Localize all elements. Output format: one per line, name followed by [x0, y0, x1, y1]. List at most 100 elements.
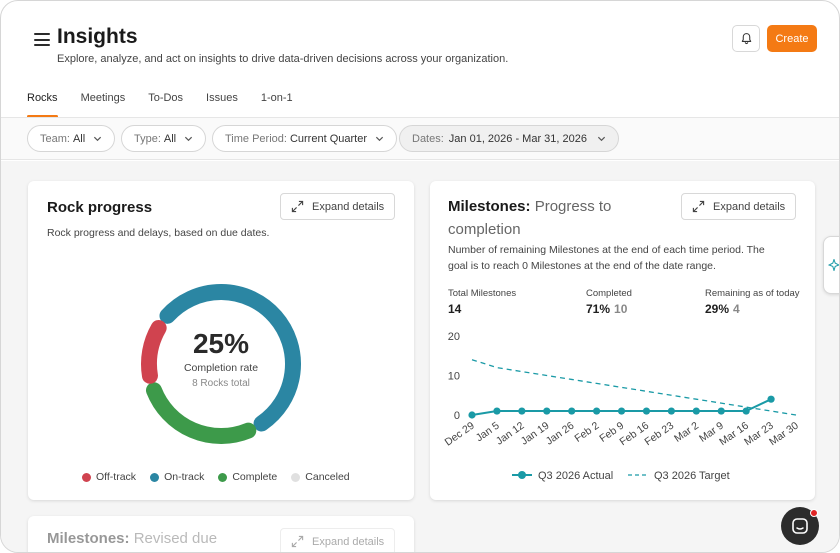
x-tick-label: Feb 2 [572, 420, 601, 445]
dates-filter-value: Jan 01, 2026 - Mar 31, 2026 [448, 132, 588, 145]
legend-dot [82, 472, 91, 482]
time-period-filter-label: Time Period: [225, 132, 287, 145]
chevron-down-icon [375, 136, 384, 142]
tab-one-on-one[interactable]: 1-on-1 [260, 92, 293, 104]
remaining-pct: 29% [705, 302, 730, 316]
remaining-value: 29% 4 [705, 302, 740, 316]
rock-card-description: Rock progress and delays, based on due d… [47, 227, 270, 239]
chevron-down-icon [94, 136, 102, 142]
legend-dot [218, 472, 228, 482]
milestones-card-description-1: Number of remaining Milestones at the en… [448, 244, 765, 256]
filter-bar: Team: All Type: All Time Period: Current… [1, 118, 839, 160]
tab-issues[interactable]: Issues [206, 92, 238, 104]
sparkle-icon [828, 259, 839, 271]
page-subtitle: Explore, analyze, and act on insights to… [57, 53, 509, 65]
legend-label: On-track [164, 471, 205, 483]
completed-label: Completed [586, 288, 632, 299]
actual-data-point[interactable] [568, 407, 576, 415]
legend-item-canceled: Canceled [291, 471, 350, 483]
expand-icon [692, 200, 705, 213]
rock-progress-card: Rock progress Rock progress and delays, … [28, 181, 414, 500]
remaining-label: Remaining as of today [705, 288, 800, 299]
actual-data-point[interactable] [493, 407, 501, 415]
actual-data-point[interactable] [667, 407, 675, 415]
legend-target-label: Q3 2026 Target [654, 470, 730, 482]
x-tick-label: Dec 29 [443, 420, 477, 449]
legend-dot [150, 472, 160, 482]
legend-label: Complete [232, 471, 278, 483]
tab-meetings[interactable]: Meetings [80, 92, 126, 104]
hamburger-icon[interactable] [34, 33, 50, 46]
x-tick-label: Feb 23 [642, 420, 676, 449]
milestones-expand-details-button[interactable]: Expand details [681, 193, 797, 220]
team-filter-label: Team: [40, 132, 70, 145]
revised-title-bold: Milestones: [47, 530, 130, 547]
y-tick-label: 20 [448, 331, 460, 343]
revised-expand-details-button[interactable]: Expand details [280, 528, 396, 552]
actual-data-point[interactable] [468, 411, 476, 419]
expand-label: Expand details [312, 535, 385, 548]
total-milestones-value: 14 [448, 302, 462, 316]
tab-todos[interactable]: To-Dos [148, 92, 184, 104]
chevron-down-icon [185, 136, 193, 142]
notification-badge [810, 509, 818, 517]
rocks-total-label: 8 Rocks total [192, 378, 250, 389]
actual-data-point[interactable] [617, 407, 626, 415]
completed-pct: 71% [586, 302, 611, 316]
actual-data-point[interactable] [767, 395, 775, 403]
expand-icon [291, 535, 304, 548]
notifications-button[interactable] [732, 25, 760, 52]
team-filter[interactable]: Team: All [27, 125, 116, 152]
milestones-progress-card: Milestones: Progress to completion Expan… [430, 181, 815, 500]
target-series-line [471, 359, 797, 416]
tab-bar: Rocks Meetings To-Dos Issues 1-on-1 [27, 92, 316, 118]
legend-dot [291, 472, 301, 482]
team-filter-value: All [72, 132, 86, 145]
actual-data-point[interactable] [518, 407, 526, 415]
type-filter-value: All [163, 132, 177, 145]
legend-label: Canceled [305, 471, 350, 483]
actual-data-point[interactable] [642, 407, 651, 415]
legend-actual-label: Q3 2026 Actual [538, 470, 613, 482]
actual-data-point[interactable] [742, 407, 750, 415]
x-tick-label: Mar 2 [672, 420, 701, 445]
donut-slice-off-track[interactable] [141, 320, 167, 384]
revised-title-light: Revised due [133, 530, 218, 547]
create-button[interactable]: Create [767, 25, 817, 52]
expand-icon [291, 200, 304, 213]
type-filter[interactable]: Type: All [121, 125, 207, 152]
y-tick-label: 10 [448, 371, 460, 383]
donut-slice-complete[interactable] [145, 382, 257, 444]
ai-assistant-tab[interactable] [823, 236, 839, 294]
revised-card-title: Milestones: Revised due [47, 530, 217, 547]
legend-item-on-track: On-track [150, 471, 204, 483]
actual-data-point[interactable] [717, 407, 725, 415]
actual-data-point[interactable] [593, 407, 601, 415]
completed-count: 10 [614, 302, 628, 316]
milestones-revised-card: Milestones: Revised due Expand details [28, 516, 414, 552]
dates-filter[interactable]: Dates: Jan 01, 2026 - Mar 31, 2026 [399, 125, 620, 152]
page-title: Insights [57, 25, 138, 48]
chevron-down-icon [597, 136, 606, 142]
milestones-title-bold: Milestones: [448, 198, 531, 215]
tabs-divider [1, 117, 839, 118]
legend-actual-marker [518, 471, 526, 479]
time-period-filter[interactable]: Time Period: Current Quarter [212, 125, 397, 152]
milestones-card-title: Milestones: Progress to completion [448, 195, 611, 241]
legend-item-complete: Complete [218, 471, 277, 483]
actual-data-point[interactable] [692, 407, 700, 415]
expand-label: Expand details [713, 200, 786, 213]
completion-rate-label: Completion rate [183, 362, 259, 374]
time-period-filter-value: Current Quarter [289, 132, 367, 145]
y-tick-label: 0 [454, 410, 460, 422]
dates-filter-label: Dates: [412, 132, 444, 145]
actual-data-point[interactable] [543, 407, 551, 415]
milestones-card-description-2: goal is to reach 0 Milestones at the end… [448, 260, 716, 272]
completed-value: 71% 10 [586, 302, 627, 316]
rock-card-title: Rock progress [47, 199, 153, 216]
donut-slice-on-track[interactable] [159, 284, 301, 432]
tab-rocks[interactable]: Rocks [27, 92, 58, 118]
rock-expand-details-button[interactable]: Expand details [280, 193, 396, 220]
